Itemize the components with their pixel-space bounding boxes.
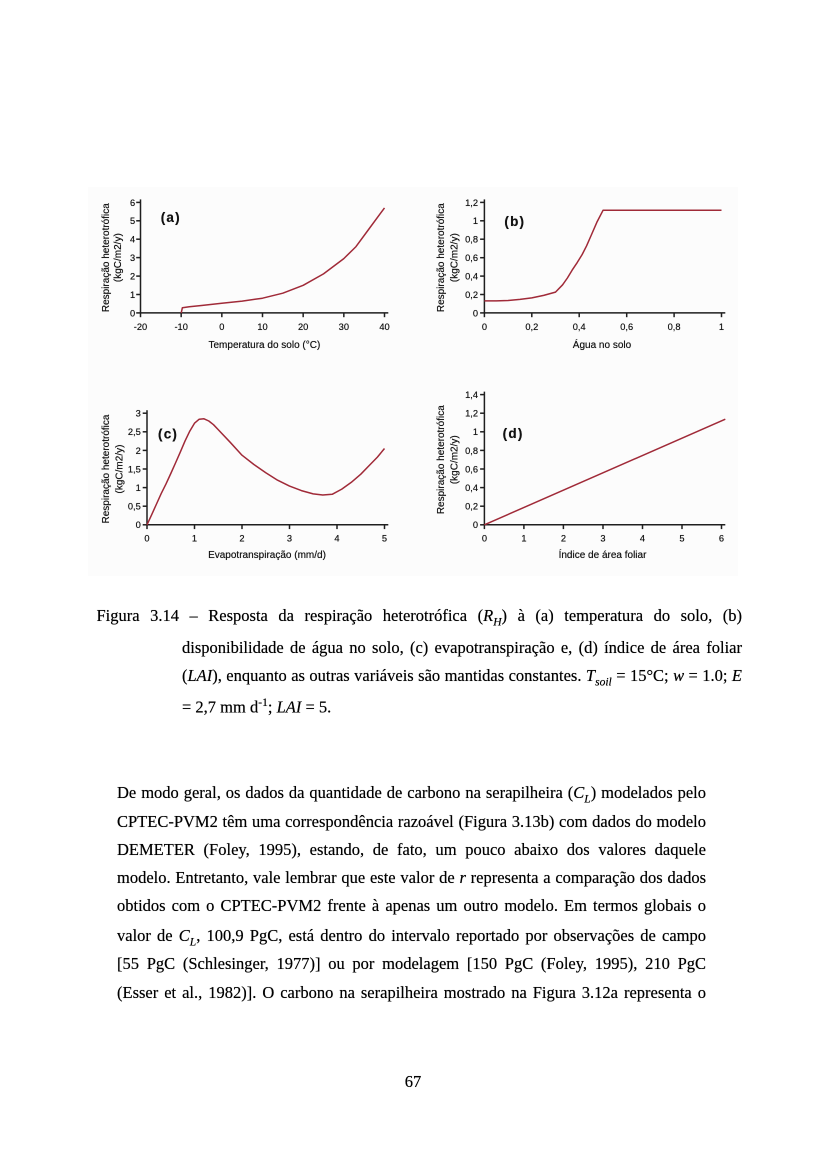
svg-text:0,2: 0,2 [525, 322, 538, 332]
svg-text:(kgC/m2/y): (kgC/m2/y) [115, 445, 126, 494]
svg-text:10: 10 [257, 322, 267, 332]
svg-text:Respiração heterotrófica: Respiração heterotrófica [436, 203, 447, 312]
svg-text:0: 0 [482, 534, 487, 544]
svg-text:4: 4 [640, 534, 645, 544]
svg-text:0: 0 [473, 520, 478, 530]
svg-text:0: 0 [144, 534, 149, 544]
svg-text:5: 5 [130, 216, 135, 226]
svg-text:0: 0 [136, 520, 141, 530]
svg-text:0,6: 0,6 [465, 464, 478, 474]
svg-text:0: 0 [473, 308, 478, 318]
svg-text:3: 3 [136, 409, 141, 419]
svg-text:1: 1 [719, 322, 724, 332]
svg-text:4: 4 [130, 235, 135, 245]
svg-text:(kgC/m2/y): (kgC/m2/y) [113, 233, 124, 282]
svg-text:Água no solo: Água no solo [573, 338, 632, 351]
svg-text:2: 2 [130, 272, 135, 282]
svg-text:1,2: 1,2 [465, 409, 478, 419]
svg-text:30: 30 [339, 322, 349, 332]
svg-text:Respiração heterotrófica: Respiração heterotrófica [436, 405, 447, 514]
svg-text:Temperatura do solo (°C): Temperatura do solo (°C) [208, 340, 320, 351]
svg-text:0,5: 0,5 [128, 502, 141, 512]
svg-text:6: 6 [719, 534, 724, 544]
svg-text:1: 1 [473, 427, 478, 437]
svg-text:3: 3 [287, 534, 292, 544]
svg-text:Evapotranspiração (mm/d): Evapotranspiração (mm/d) [208, 550, 326, 561]
svg-text:0,2: 0,2 [465, 290, 478, 300]
svg-text:(b): (b) [504, 214, 525, 229]
svg-text:0: 0 [219, 322, 224, 332]
svg-text:-10: -10 [174, 322, 187, 332]
svg-text:0,2: 0,2 [465, 502, 478, 512]
svg-text:1,5: 1,5 [128, 464, 141, 474]
svg-text:2: 2 [561, 534, 566, 544]
svg-text:Índice de área foliar: Índice de área foliar [559, 548, 648, 561]
svg-text:(kgC/m2/y): (kgC/m2/y) [450, 233, 461, 282]
svg-text:2: 2 [136, 446, 141, 456]
svg-text:(c): (c) [158, 426, 178, 441]
svg-text:0,8: 0,8 [465, 446, 478, 456]
svg-text:1: 1 [130, 290, 135, 300]
svg-text:1: 1 [136, 483, 141, 493]
svg-text:4: 4 [334, 534, 339, 544]
svg-text:0,6: 0,6 [620, 322, 633, 332]
svg-text:0: 0 [482, 322, 487, 332]
svg-text:0,6: 0,6 [465, 253, 478, 263]
svg-text:Respiração heterotrófica: Respiração heterotrófica [101, 203, 112, 312]
svg-text:6: 6 [130, 198, 135, 208]
svg-text:1: 1 [473, 216, 478, 226]
svg-text:Respiração heterotrófica: Respiração heterotrófica [101, 414, 112, 523]
svg-text:(a): (a) [161, 210, 181, 225]
svg-text:40: 40 [379, 322, 389, 332]
svg-text:3: 3 [600, 534, 605, 544]
svg-text:0,4: 0,4 [465, 483, 478, 493]
svg-text:3: 3 [130, 253, 135, 263]
svg-text:1,2: 1,2 [465, 198, 478, 208]
svg-text:20: 20 [298, 322, 308, 332]
svg-text:2,5: 2,5 [128, 427, 141, 437]
svg-text:0,4: 0,4 [573, 322, 586, 332]
svg-text:0,4: 0,4 [465, 272, 478, 282]
svg-text:0,8: 0,8 [668, 322, 681, 332]
svg-text:2: 2 [239, 534, 244, 544]
svg-text:1: 1 [192, 534, 197, 544]
svg-text:1,4: 1,4 [465, 390, 478, 400]
svg-text:(d): (d) [503, 426, 524, 441]
svg-text:5: 5 [679, 534, 684, 544]
svg-text:1: 1 [521, 534, 526, 544]
svg-text:5: 5 [382, 534, 387, 544]
svg-text:0,8: 0,8 [465, 235, 478, 245]
svg-text:0: 0 [130, 308, 135, 318]
svg-text:(kgC/m2/y): (kgC/m2/y) [450, 435, 461, 484]
svg-text:-20: -20 [134, 322, 147, 332]
